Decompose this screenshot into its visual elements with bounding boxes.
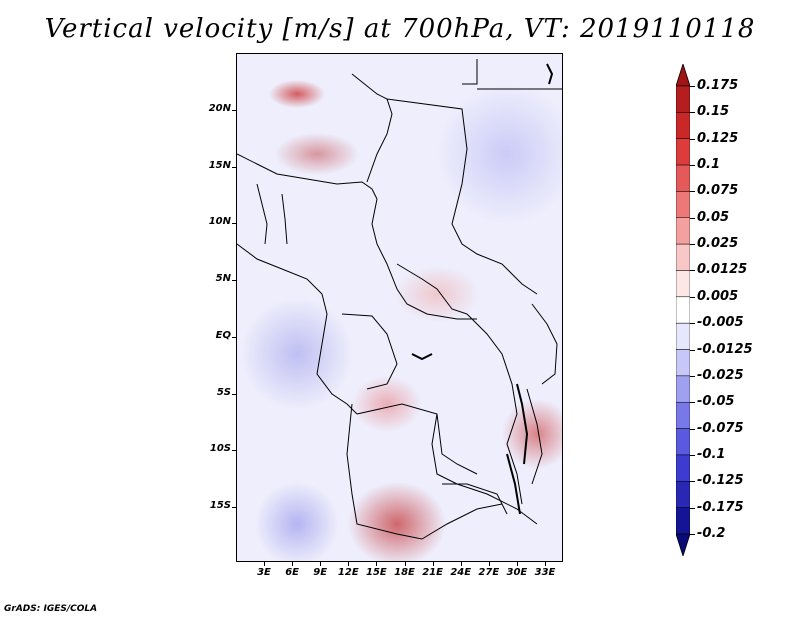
lat-label: 5S <box>216 386 231 398</box>
lon-tick <box>516 562 518 566</box>
colorbar-tick <box>690 534 695 535</box>
map-panel <box>236 53 563 562</box>
lat-label: 15N <box>208 159 231 171</box>
colorbar-tick <box>690 349 695 351</box>
lon-tick <box>460 562 462 566</box>
colorbar-bottom-arrow <box>676 533 690 556</box>
lat-label: EQ <box>215 329 231 341</box>
colorbar-segment <box>676 270 690 298</box>
colorbar-segment <box>676 85 690 113</box>
colorbar-tick <box>690 244 695 246</box>
colorbar-segment <box>676 296 690 324</box>
colorbar-tick <box>690 217 695 219</box>
colorbar-segment <box>676 349 690 377</box>
lat-tick <box>232 393 236 395</box>
page-title: Vertical velocity [m/s] at 700hPa, VT: 2… <box>44 14 756 44</box>
colorbar-label: 0.1 <box>697 157 721 173</box>
colorbar-tick <box>690 454 695 456</box>
colorbar-label: 0.025 <box>697 236 739 252</box>
lon-label: 30E <box>506 567 528 578</box>
colorbar-segment <box>676 401 690 429</box>
lon-tick <box>545 562 546 566</box>
lat-tick <box>232 450 236 452</box>
lat-tick <box>232 506 236 508</box>
colorbar-tick <box>690 402 695 404</box>
colorbar-tick <box>690 375 695 377</box>
colorbar-top-arrow <box>676 64 690 87</box>
colorbar-segment <box>676 217 690 245</box>
colorbar-segment <box>676 507 690 535</box>
colorbar-label: -0.175 <box>697 499 744 515</box>
velocity-field <box>237 54 562 561</box>
colorbar-label: -0.05 <box>697 394 735 410</box>
colorbar-tick <box>690 138 695 140</box>
lon-label: 33E <box>534 567 556 578</box>
lon-label: 18E <box>394 567 415 578</box>
lon-label: 9E <box>313 567 328 578</box>
lon-tick <box>432 562 434 566</box>
colorbar-segment <box>676 112 690 139</box>
country-borders <box>237 59 562 540</box>
colorbar-segment <box>676 454 690 482</box>
lon-label: 6E <box>285 567 299 578</box>
colorbar <box>676 64 690 556</box>
lat-label: 15S <box>209 499 231 511</box>
lat-tick <box>232 280 236 282</box>
lat-label: 5N <box>215 273 231 285</box>
colorbar-segment <box>676 191 690 219</box>
lon-tick <box>348 562 350 566</box>
colorbar-label: -0.0125 <box>697 341 753 357</box>
colorbar-segment <box>676 138 690 166</box>
lat-tick <box>232 166 236 168</box>
colorbar-segment <box>676 428 690 456</box>
colorbar-tick <box>690 296 695 298</box>
colorbar-tick <box>690 112 695 114</box>
lon-label: 15E <box>366 567 387 578</box>
lon-label: 3E <box>257 567 271 578</box>
colorbar-label: -0.125 <box>697 473 744 489</box>
colorbar-label: 0.0125 <box>697 262 748 278</box>
lon-label: 21E <box>422 567 443 578</box>
lon-label: 27E <box>478 567 500 578</box>
colorbar-label: 0.175 <box>697 78 739 93</box>
lon-tick <box>320 562 322 566</box>
colorbar-label: 0.005 <box>697 288 739 304</box>
lat-tick <box>232 110 236 111</box>
colorbar-segment <box>676 243 690 271</box>
lat-label: 10N <box>208 216 231 228</box>
lat-tick <box>232 336 236 338</box>
colorbar-tick <box>690 191 695 193</box>
lon-tick <box>404 562 406 566</box>
colorbar-segment <box>676 481 690 508</box>
colorbar-tick <box>690 323 695 325</box>
colorbar-label: 0.125 <box>697 130 739 146</box>
colorbar-label: 0.05 <box>697 209 730 225</box>
colorbar-tick <box>690 165 695 167</box>
colorbar-label: -0.1 <box>697 446 726 462</box>
colorbar-label: -0.005 <box>697 315 744 331</box>
colorbar-label: 0.075 <box>697 183 739 199</box>
lon-tick <box>292 562 294 566</box>
lat-tick <box>232 223 236 225</box>
lat-label: 20N <box>208 103 231 114</box>
colorbar-tick <box>690 428 695 430</box>
colorbar-label: 0.15 <box>697 104 730 120</box>
lon-label: 12E <box>337 567 359 578</box>
colorbar-segment <box>676 164 690 192</box>
lon-tick <box>488 562 490 566</box>
colorbar-label: -0.075 <box>697 420 744 436</box>
lat-label: 10S <box>209 443 231 455</box>
colorbar-tick <box>690 481 695 483</box>
colorbar-segment <box>676 375 690 403</box>
colorbar-label: -0.025 <box>697 367 744 383</box>
colorbar-tick <box>690 507 695 509</box>
colorbar-tick <box>690 86 695 87</box>
colorbar-tick <box>690 270 695 272</box>
lon-tick <box>376 562 378 566</box>
lon-tick <box>264 562 265 566</box>
colorbar-label: -0.2 <box>697 526 726 541</box>
colorbar-segment <box>676 322 690 350</box>
grads-credit: GrADS: IGES/COLA <box>4 604 98 614</box>
lon-label: 24E <box>450 567 472 578</box>
